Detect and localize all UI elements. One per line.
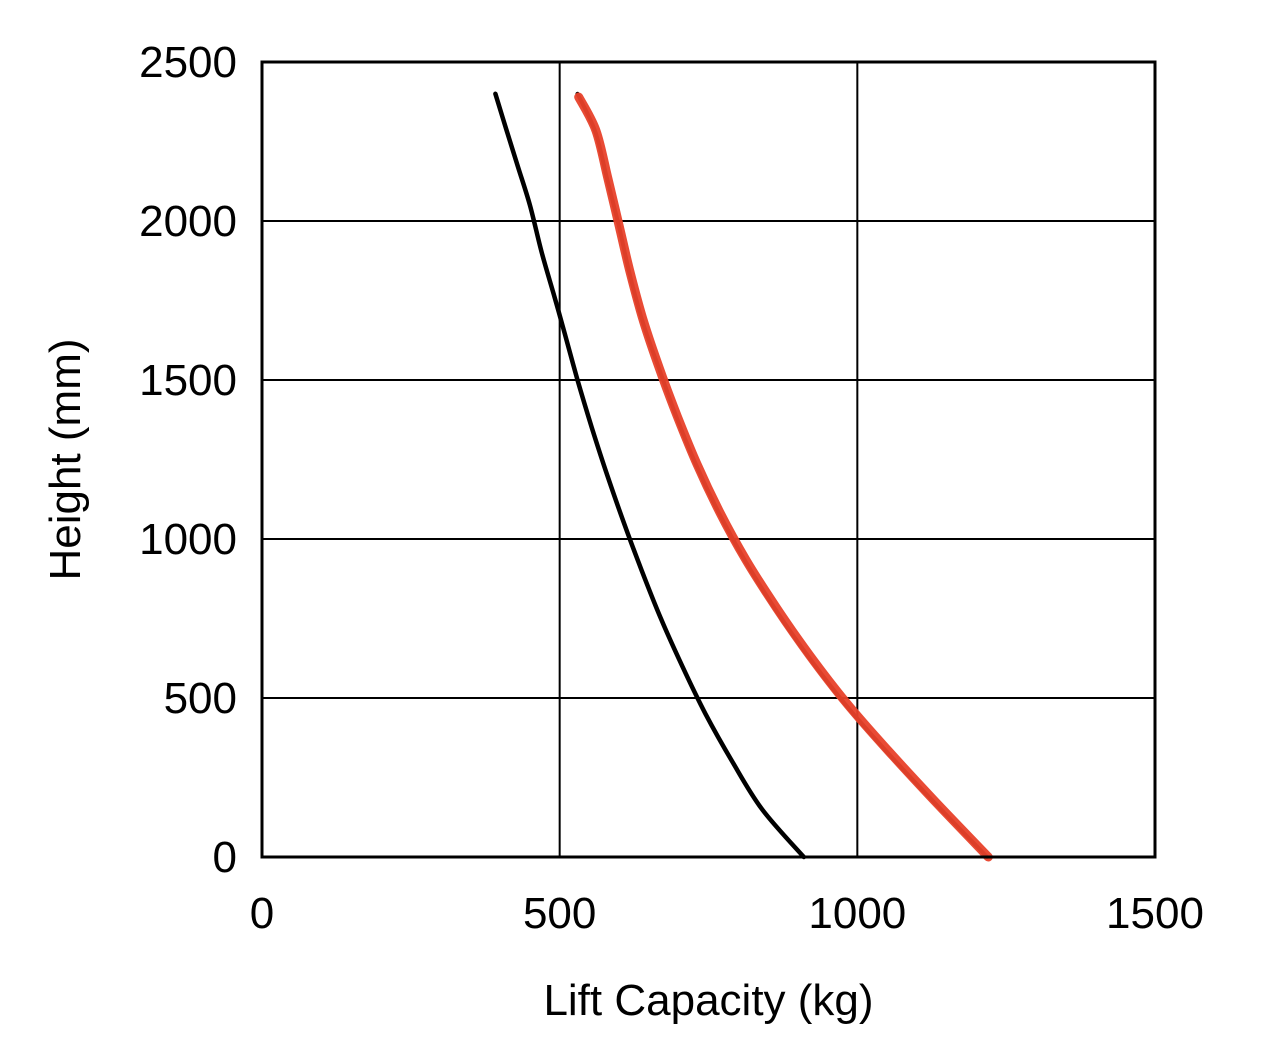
x-tick-label: 1500 <box>1106 889 1204 938</box>
series-lines <box>493 91 993 862</box>
x-axis-title: Lift Capacity (kg) <box>543 976 873 1025</box>
y-tick-label: 1500 <box>139 356 237 405</box>
x-tick-label: 1000 <box>808 889 906 938</box>
y-axis-title: Height (mm) <box>41 338 90 580</box>
y-tick-label: 2500 <box>139 38 237 87</box>
x-tick-label: 500 <box>523 889 596 938</box>
x-tick-label: 0 <box>250 889 274 938</box>
grid-lines <box>262 62 1155 857</box>
plot-frame <box>260 60 1157 859</box>
series-line-3 <box>574 92 993 862</box>
y-tick-label: 0 <box>213 833 237 882</box>
x-tick-labels: 0 500 1000 1500 <box>250 889 1204 938</box>
y-tick-label: 1000 <box>139 515 237 564</box>
series-line-1 <box>493 91 807 860</box>
series-line-2 <box>575 91 990 859</box>
y-tick-label: 2000 <box>139 197 237 246</box>
y-tick-label: 500 <box>164 674 237 723</box>
y-tick-labels: 0 500 1000 1500 2000 2500 <box>139 38 237 882</box>
